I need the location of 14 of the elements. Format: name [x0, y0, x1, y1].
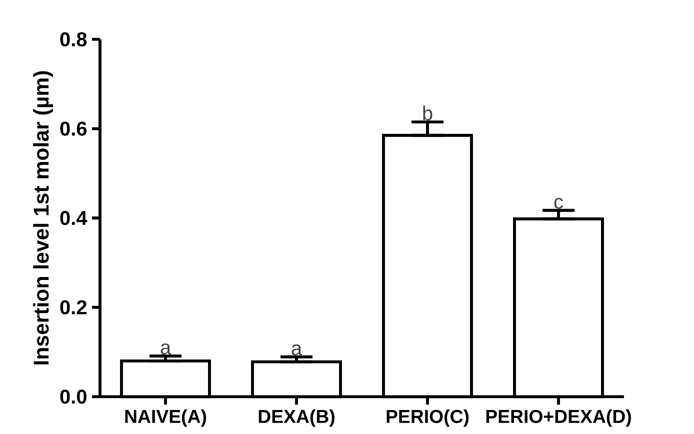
annotation: c	[554, 198, 563, 209]
y-tick-label: 0.0	[60, 390, 86, 404]
x-tick-label: PERIO(C)	[386, 409, 469, 427]
annotation: b	[423, 106, 432, 120]
x-tick-label: NAIVE(A)	[125, 409, 206, 427]
annotation: a	[292, 344, 302, 356]
y-tick-label: 0.8	[60, 32, 87, 46]
annotation: a	[160, 343, 172, 354]
y-tick-label: 0.4	[60, 210, 88, 226]
x-tick-label: DEXA(B)	[258, 409, 334, 427]
y-tick-label: 0.6	[60, 122, 87, 136]
x-tick-label: PERIO+DEXA(D)	[486, 409, 631, 427]
y-tick-label: 0.2	[60, 300, 86, 314]
y-axis-title: Insertion level 1st molar (µm)	[33, 71, 53, 364]
